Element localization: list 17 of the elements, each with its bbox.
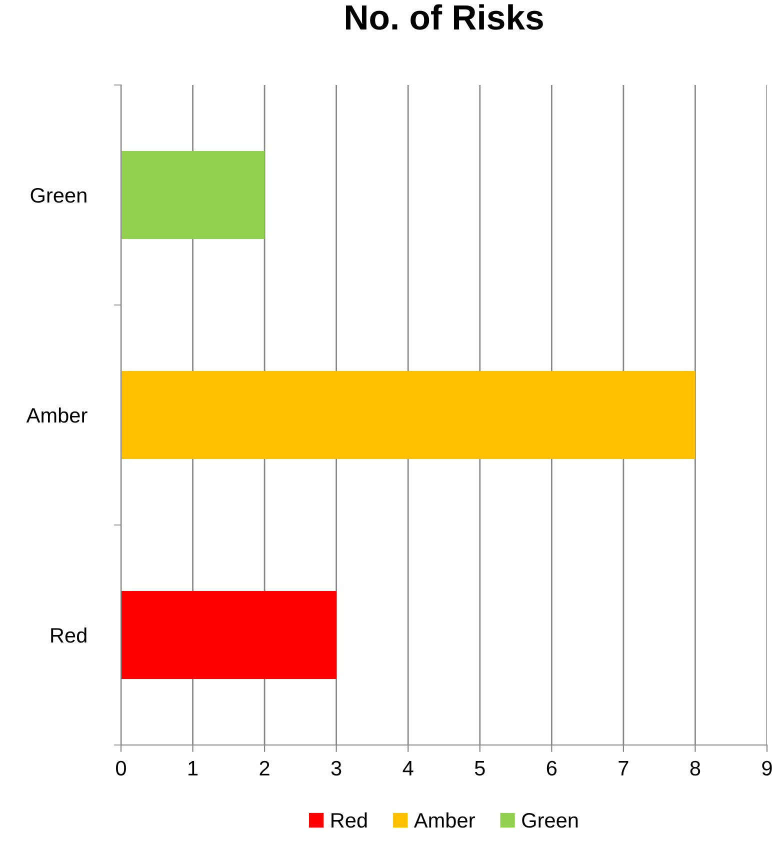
x-tick-label: 9 — [762, 760, 772, 776]
legend-label: Red — [332, 812, 367, 828]
x-tick-label: 2 — [260, 760, 270, 776]
legend-label: Green — [522, 812, 578, 828]
legend-label: Amber — [414, 812, 475, 828]
x-tick-label: 7 — [618, 761, 628, 776]
x-tick-label: 8 — [690, 760, 700, 776]
y-tick-label: Red — [51, 627, 86, 643]
x-tick-label: 4 — [402, 761, 414, 776]
y-tick-label: Amber — [26, 407, 88, 423]
x-tick-label: 6 — [546, 760, 557, 776]
chart-title: No. of Risks — [346, 4, 543, 30]
x-tick-label: 5 — [474, 761, 485, 776]
y-tick-label: Green — [30, 188, 86, 203]
x-tick-label: 3 — [331, 760, 342, 776]
x-tick-label: 0 — [116, 760, 126, 776]
x-tick-label: 1 — [188, 761, 198, 776]
